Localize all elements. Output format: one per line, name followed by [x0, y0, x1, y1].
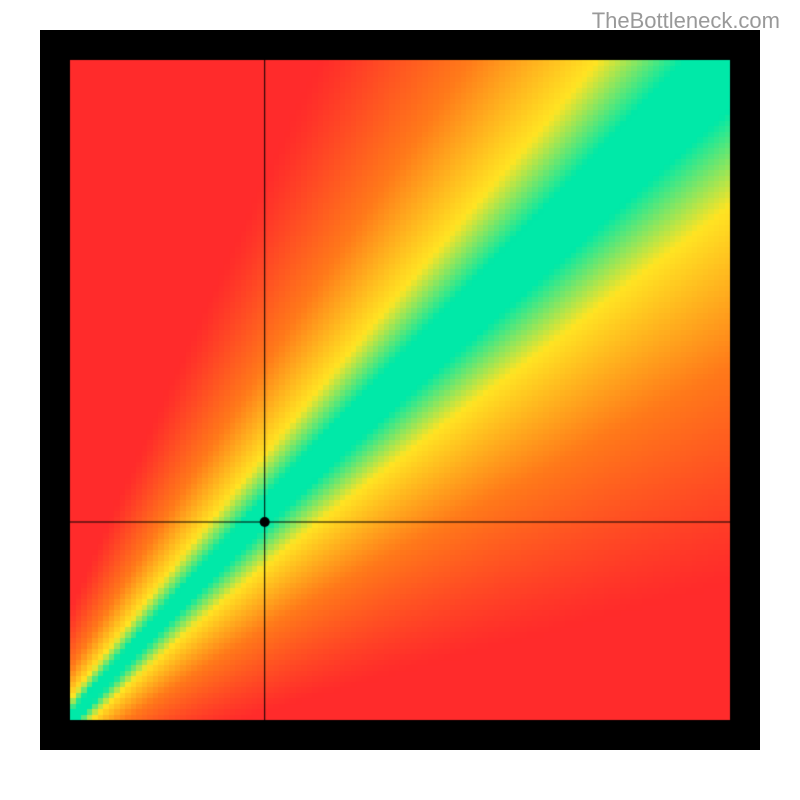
watermark-text: TheBottleneck.com — [592, 8, 780, 34]
heatmap-canvas — [40, 30, 760, 750]
plot-frame — [40, 30, 760, 750]
chart-container: TheBottleneck.com — [0, 0, 800, 800]
